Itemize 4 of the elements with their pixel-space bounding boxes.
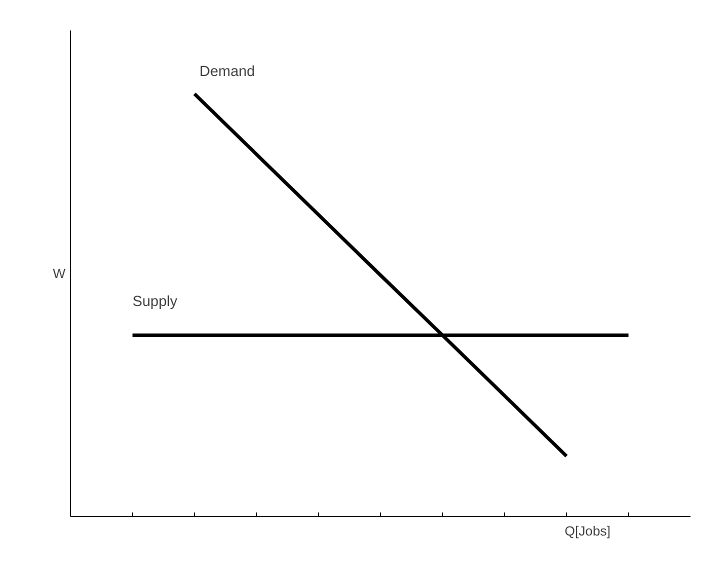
y-axis-title: W [52, 266, 66, 281]
x-axis-title: Q[Jobs] [564, 524, 611, 538]
series-label: Demand [200, 64, 255, 80]
series-label: Supply [132, 294, 178, 310]
